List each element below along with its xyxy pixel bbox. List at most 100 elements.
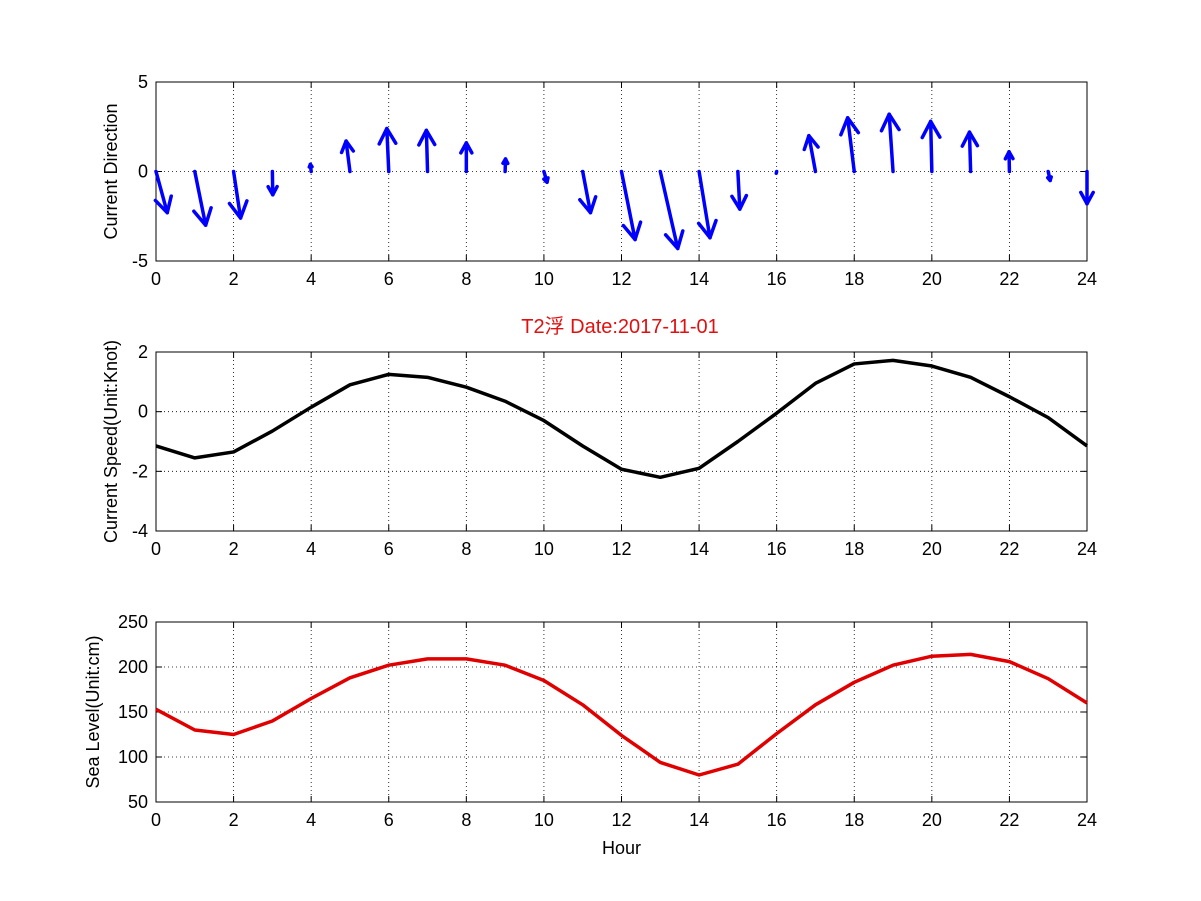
x-tick-label: 4: [306, 269, 316, 289]
x-tick-label: 10: [534, 810, 554, 830]
arrow-shaft: [580, 169, 593, 215]
y-tick-label: -5: [132, 251, 148, 271]
arrow-head: [227, 199, 249, 220]
y-tick-label: 0: [138, 162, 148, 182]
x-tick-label: 16: [767, 810, 787, 830]
x-tick-label: 18: [844, 269, 864, 289]
y-axis-label: Sea Level(Unit:cm): [83, 635, 103, 788]
x-tick-label: 2: [229, 269, 239, 289]
x-tick-label: 8: [461, 269, 471, 289]
arrow-shaft: [154, 169, 169, 215]
arrow-shaft: [231, 169, 243, 220]
arrow-shaft: [736, 169, 742, 211]
x-tick-label: 6: [384, 269, 394, 289]
direction-arrow: [153, 169, 173, 215]
y-tick-label: 200: [118, 657, 148, 677]
axes-frame: [155, 351, 1088, 532]
plot-area: [155, 652, 1088, 777]
arrow-shaft: [385, 126, 391, 174]
arrow-shaft: [845, 116, 856, 174]
y-axis-label: Current Direction: [101, 103, 121, 239]
arrow-shaft: [887, 112, 895, 174]
arrow-head: [802, 133, 820, 152]
y-tick-label: 0: [138, 402, 148, 422]
y-tick-label: 50: [128, 792, 148, 812]
x-tick-label: 14: [689, 539, 709, 559]
figure-title: T2浮 Date:2017-11-01: [521, 315, 719, 338]
direction-arrow: [730, 169, 749, 211]
direction-arrow: [960, 130, 980, 174]
x-axis-label: Hour: [602, 838, 641, 858]
arrow-head: [459, 141, 474, 155]
direction-arrow: [459, 141, 474, 174]
x-tick-label: 24: [1077, 539, 1097, 559]
arrow-shaft: [928, 119, 934, 174]
arrow-head: [663, 229, 685, 251]
x-tick-label: 4: [306, 810, 316, 830]
direction-arrow: [578, 169, 598, 215]
y-tick-label: 100: [118, 747, 148, 767]
x-tick-label: 12: [611, 539, 631, 559]
y-tick-label: -2: [132, 461, 148, 481]
direction-arrow: [227, 169, 249, 220]
arrow-head: [1079, 190, 1095, 206]
x-tick-label: 6: [384, 539, 394, 559]
x-tick-label: 24: [1077, 269, 1097, 289]
y-tick-label: 2: [138, 342, 148, 362]
direction-arrow: [192, 169, 213, 227]
arrow-head: [153, 194, 173, 215]
x-tick-label: 12: [611, 269, 631, 289]
x-tick-label: 8: [461, 810, 471, 830]
direction-arrow: [339, 139, 356, 174]
arrow-head: [377, 126, 398, 146]
arrow-shaft: [658, 169, 680, 251]
direction-arrow: [1079, 169, 1095, 206]
arrow-head: [501, 157, 510, 166]
direction-arrow: [1003, 150, 1015, 174]
y-tick-label: 150: [118, 702, 148, 722]
x-tick-label: 20: [922, 539, 942, 559]
arrow-head: [192, 206, 213, 227]
arrow-head: [339, 139, 356, 155]
arrow-shaft: [344, 139, 352, 174]
direction-arrow: [658, 169, 685, 251]
x-tick-label: 18: [844, 810, 864, 830]
x-tick-label: 16: [767, 539, 787, 559]
plot-area: [155, 358, 1089, 480]
arrow-head: [307, 162, 314, 169]
direction-arrow: [619, 169, 643, 242]
arrow-head: [839, 116, 861, 137]
x-tick-label: 24: [1077, 810, 1097, 830]
arrow-head: [266, 184, 279, 197]
direction-arrow: [1045, 169, 1053, 183]
x-tick-label: 14: [689, 810, 709, 830]
x-tick-label: 6: [384, 810, 394, 830]
direction-arrow: [501, 157, 510, 174]
x-tick-label: 2: [229, 539, 239, 559]
y-tick-label: 250: [118, 612, 148, 632]
x-tick-label: 0: [151, 810, 161, 830]
x-tick-label: 18: [844, 539, 864, 559]
direction-arrow: [839, 116, 861, 174]
arrow-shaft: [619, 169, 637, 242]
x-tick-label: 8: [461, 539, 471, 559]
x-tick-label: 0: [151, 269, 161, 289]
x-tick-label: 22: [999, 269, 1019, 289]
arrow-head: [1045, 175, 1053, 183]
arrow-head: [730, 193, 749, 211]
arrow-head: [417, 128, 437, 147]
direction-arrow: [696, 169, 718, 240]
x-tick-label: 10: [534, 269, 554, 289]
x-tick-label: 20: [922, 269, 942, 289]
direction-arrow: [879, 112, 901, 174]
arrow-shaft: [424, 128, 430, 174]
direction-arrow: [920, 119, 942, 174]
x-tick-label: 0: [151, 539, 161, 559]
arrow-shaft: [193, 169, 208, 227]
x-tick-label: 20: [922, 810, 942, 830]
x-tick-label: 14: [689, 269, 709, 289]
